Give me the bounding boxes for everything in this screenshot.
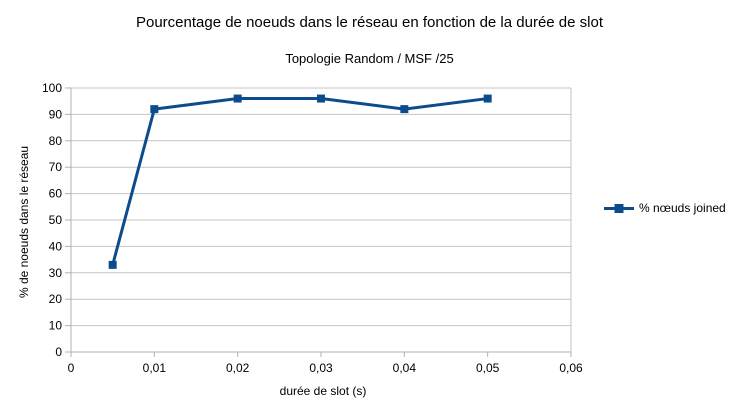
x-tick-label: 0 (68, 361, 75, 375)
x-tick-label: 0,04 (393, 361, 417, 375)
y-tick-label: 70 (49, 160, 63, 174)
chart-subtitle: Topologie Random / MSF /25 (285, 51, 454, 66)
chart-title: Pourcentage de noeuds dans le réseau en … (135, 14, 603, 31)
y-tick-label: 60 (49, 187, 63, 201)
data-point-marker (400, 105, 409, 114)
y-tick-label: 20 (49, 292, 63, 306)
data-point-marker (108, 260, 117, 269)
y-tick-label: 10 (49, 319, 63, 333)
x-tick-label: 0,06 (559, 361, 583, 375)
y-tick-label: 100 (42, 81, 62, 95)
y-tick-label: 40 (49, 239, 63, 253)
x-axis-title: durée de slot (s) (279, 384, 367, 398)
legend-label: % nœuds joined (639, 201, 726, 215)
legend-series-marker-icon (604, 203, 634, 213)
y-axis-title: % de noeuds dans le réseau (17, 145, 31, 299)
y-tick-label: 80 (49, 134, 63, 148)
y-tick-label: 0 (55, 345, 62, 359)
x-tick-label: 0,05 (476, 361, 500, 375)
data-point-marker (150, 105, 159, 114)
data-point-marker (233, 94, 242, 103)
y-tick-label: 90 (49, 107, 63, 121)
y-tick-label: 30 (49, 266, 63, 280)
data-point-marker (483, 94, 492, 103)
x-tick-label: 0,02 (226, 361, 250, 375)
x-tick-label: 0,03 (309, 361, 333, 375)
y-tick-label: 50 (49, 213, 63, 227)
x-tick-label: 0,01 (143, 361, 167, 375)
legend: % nœuds joined (604, 201, 726, 215)
data-point-marker (317, 94, 325, 103)
series-line (111, 97, 488, 266)
